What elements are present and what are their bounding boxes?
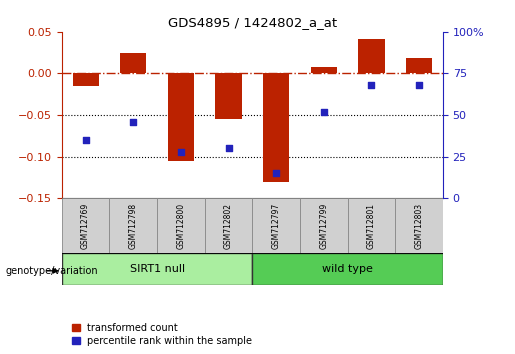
- Legend: transformed count, percentile rank within the sample: transformed count, percentile rank withi…: [72, 323, 252, 346]
- FancyBboxPatch shape: [157, 198, 204, 253]
- Text: GSM712802: GSM712802: [224, 202, 233, 249]
- Bar: [406, 58, 432, 74]
- FancyBboxPatch shape: [62, 198, 109, 253]
- Point: [225, 145, 233, 151]
- Point: [129, 119, 138, 125]
- Text: GSM712801: GSM712801: [367, 202, 376, 249]
- FancyBboxPatch shape: [252, 198, 300, 253]
- FancyBboxPatch shape: [252, 253, 443, 285]
- FancyBboxPatch shape: [62, 253, 252, 285]
- Bar: [120, 53, 146, 74]
- Text: GSM712800: GSM712800: [177, 202, 185, 249]
- Point: [415, 82, 423, 88]
- Point: [177, 149, 185, 154]
- FancyBboxPatch shape: [300, 198, 348, 253]
- Bar: [73, 74, 99, 86]
- Text: GSM712769: GSM712769: [81, 202, 90, 249]
- Text: genotype/variation: genotype/variation: [5, 266, 98, 276]
- Bar: [168, 74, 194, 161]
- Text: GSM712798: GSM712798: [129, 202, 138, 249]
- FancyBboxPatch shape: [109, 198, 157, 253]
- Text: GSM712803: GSM712803: [415, 202, 423, 249]
- Point: [272, 171, 280, 176]
- Point: [367, 82, 375, 88]
- Point: [320, 109, 328, 115]
- Bar: [263, 74, 289, 182]
- FancyBboxPatch shape: [395, 198, 443, 253]
- Title: GDS4895 / 1424802_a_at: GDS4895 / 1424802_a_at: [168, 16, 337, 29]
- Text: wild type: wild type: [322, 264, 373, 274]
- Bar: [358, 39, 385, 74]
- FancyBboxPatch shape: [204, 198, 252, 253]
- Point: [81, 137, 90, 143]
- Bar: [215, 74, 242, 119]
- Bar: [311, 67, 337, 74]
- Text: SIRT1 null: SIRT1 null: [129, 264, 185, 274]
- Text: GSM712797: GSM712797: [272, 202, 281, 249]
- Text: GSM712799: GSM712799: [319, 202, 328, 249]
- FancyBboxPatch shape: [348, 198, 395, 253]
